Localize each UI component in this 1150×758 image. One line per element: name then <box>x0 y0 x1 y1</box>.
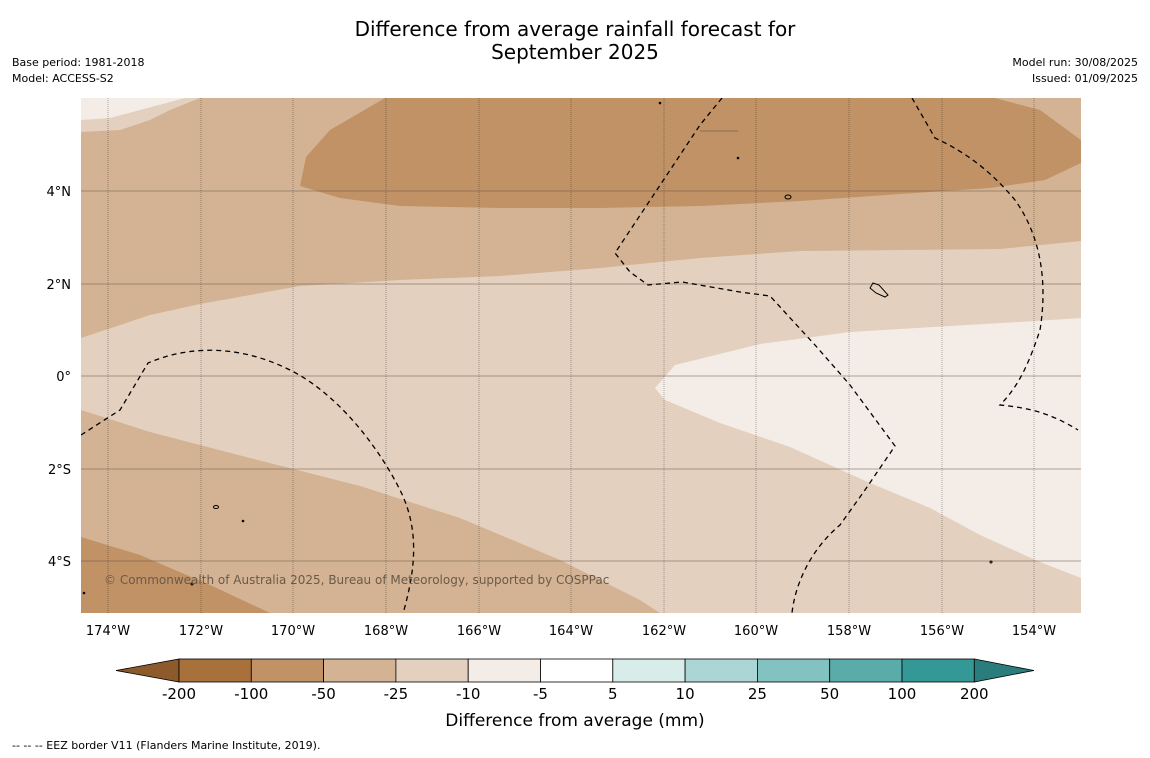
lon-label: 168°W <box>364 624 408 639</box>
lat-label: 4°S <box>48 555 71 570</box>
copyright-text: © Commonwealth of Australia 2025, Bureau… <box>104 573 609 587</box>
lon-label: 160°W <box>734 624 778 639</box>
island-outline <box>736 156 740 160</box>
model-text: Model: ACCESS-S2 <box>12 72 114 85</box>
anomaly-band-minus25-to-minus50-south <box>81 410 660 613</box>
eez-borders <box>81 98 1079 613</box>
issued-text: Issued: 01/09/2025 <box>1031 72 1138 85</box>
colorbar-tick-label: 10 <box>676 685 695 703</box>
lon-label: 154°W <box>1012 624 1056 639</box>
colorbar-cell <box>829 658 903 683</box>
lat-label: 2°N <box>47 278 72 293</box>
lon-label: 172°W <box>179 624 223 639</box>
anomaly-band-minus5-to-minus10-corner <box>81 98 185 120</box>
model-run-text: Model run: 30/08/2025 <box>1012 56 1138 69</box>
title-line-1: Difference from average rainfall forecas… <box>354 17 796 41</box>
island-outline <box>869 282 889 298</box>
lon-label: 156°W <box>920 624 964 639</box>
colorbar-under-arrow <box>115 658 180 683</box>
colorbar-label: Difference from average (mm) <box>445 711 704 731</box>
lon-label: 166°W <box>457 624 501 639</box>
lon-label: 162°W <box>642 624 686 639</box>
lat-label: 0° <box>56 370 71 385</box>
anomaly-band-minus5-to-minus10-east <box>655 318 1081 578</box>
longitude-labels: 174°W 172°W 170°W 168°W 166°W 164°W 162°… <box>86 624 1056 639</box>
island-outline <box>989 560 993 564</box>
colorbar-cell <box>323 658 397 683</box>
anomaly-band-minus50-to-minus100-south <box>81 537 270 613</box>
title-line-2: September 2025 <box>491 40 659 64</box>
colorbar-cell <box>467 658 541 683</box>
colorbar-cell <box>395 658 469 683</box>
eez-legend-footer: -- -- -- EEZ border V11 (Flanders Marine… <box>12 739 321 752</box>
colorbar-tick-label: 5 <box>608 685 618 703</box>
colorbar-cell <box>901 658 975 683</box>
lon-label: 170°W <box>271 624 315 639</box>
map-title: Difference from average rainfall forecas… <box>0 18 1150 64</box>
lon-label: 174°W <box>86 624 130 639</box>
colorbar-tick-label: -50 <box>311 685 336 703</box>
colorbar-cell <box>250 658 325 683</box>
lat-label: 4°N <box>47 185 72 200</box>
base-period-text: Base period: 1981-2018 <box>12 56 145 69</box>
colorbar-cell <box>684 658 758 683</box>
colorbar-tick-label: 100 <box>888 685 917 703</box>
latitude-gridlines <box>81 190 1081 562</box>
colorbar-cell <box>757 658 831 683</box>
metadata-right: Model run: 30/08/2025 Issued: 01/09/2025 <box>1012 55 1138 87</box>
colorbar-tick-label: -100 <box>234 685 268 703</box>
island-outline <box>213 505 219 509</box>
colorbar-tick-label: -25 <box>384 685 409 703</box>
anomaly-band-minus50-to-minus100 <box>300 98 1081 208</box>
island-outline <box>82 591 86 595</box>
latitude-labels: 4°N 2°N 0° 2°S 4°S <box>47 185 72 570</box>
island-outline <box>784 194 792 200</box>
colorbar-tick-label: 200 <box>960 685 989 703</box>
island-outline <box>241 519 245 523</box>
lon-label: 158°W <box>827 624 871 639</box>
colorbar-cell <box>178 658 252 683</box>
colorbar-tick-label: -200 <box>162 685 196 703</box>
colorbar-tick-label: -5 <box>533 685 548 703</box>
lat-label: 2°S <box>48 463 71 478</box>
lon-label: 164°W <box>549 624 593 639</box>
colorbar-over-arrow <box>973 658 1035 683</box>
metadata-left: Base period: 1981-2018 Model: ACCESS-S2 <box>12 55 144 87</box>
map-panel: © Commonwealth of Australia 2025, Bureau… <box>81 98 1081 613</box>
colorbar-tick-label: 25 <box>748 685 767 703</box>
colorbar-cell <box>612 658 686 683</box>
colorbar-tick-label: 50 <box>820 685 839 703</box>
island-outline <box>658 101 662 105</box>
colorbar-tick-label: -10 <box>456 685 481 703</box>
island-outline <box>190 582 194 586</box>
colorbar-cell <box>540 658 614 683</box>
islands <box>82 101 993 595</box>
colorbar: -200 -100 -50 -25 -10 -5 5 10 25 50 100 200 Differe… <box>115 658 1035 731</box>
